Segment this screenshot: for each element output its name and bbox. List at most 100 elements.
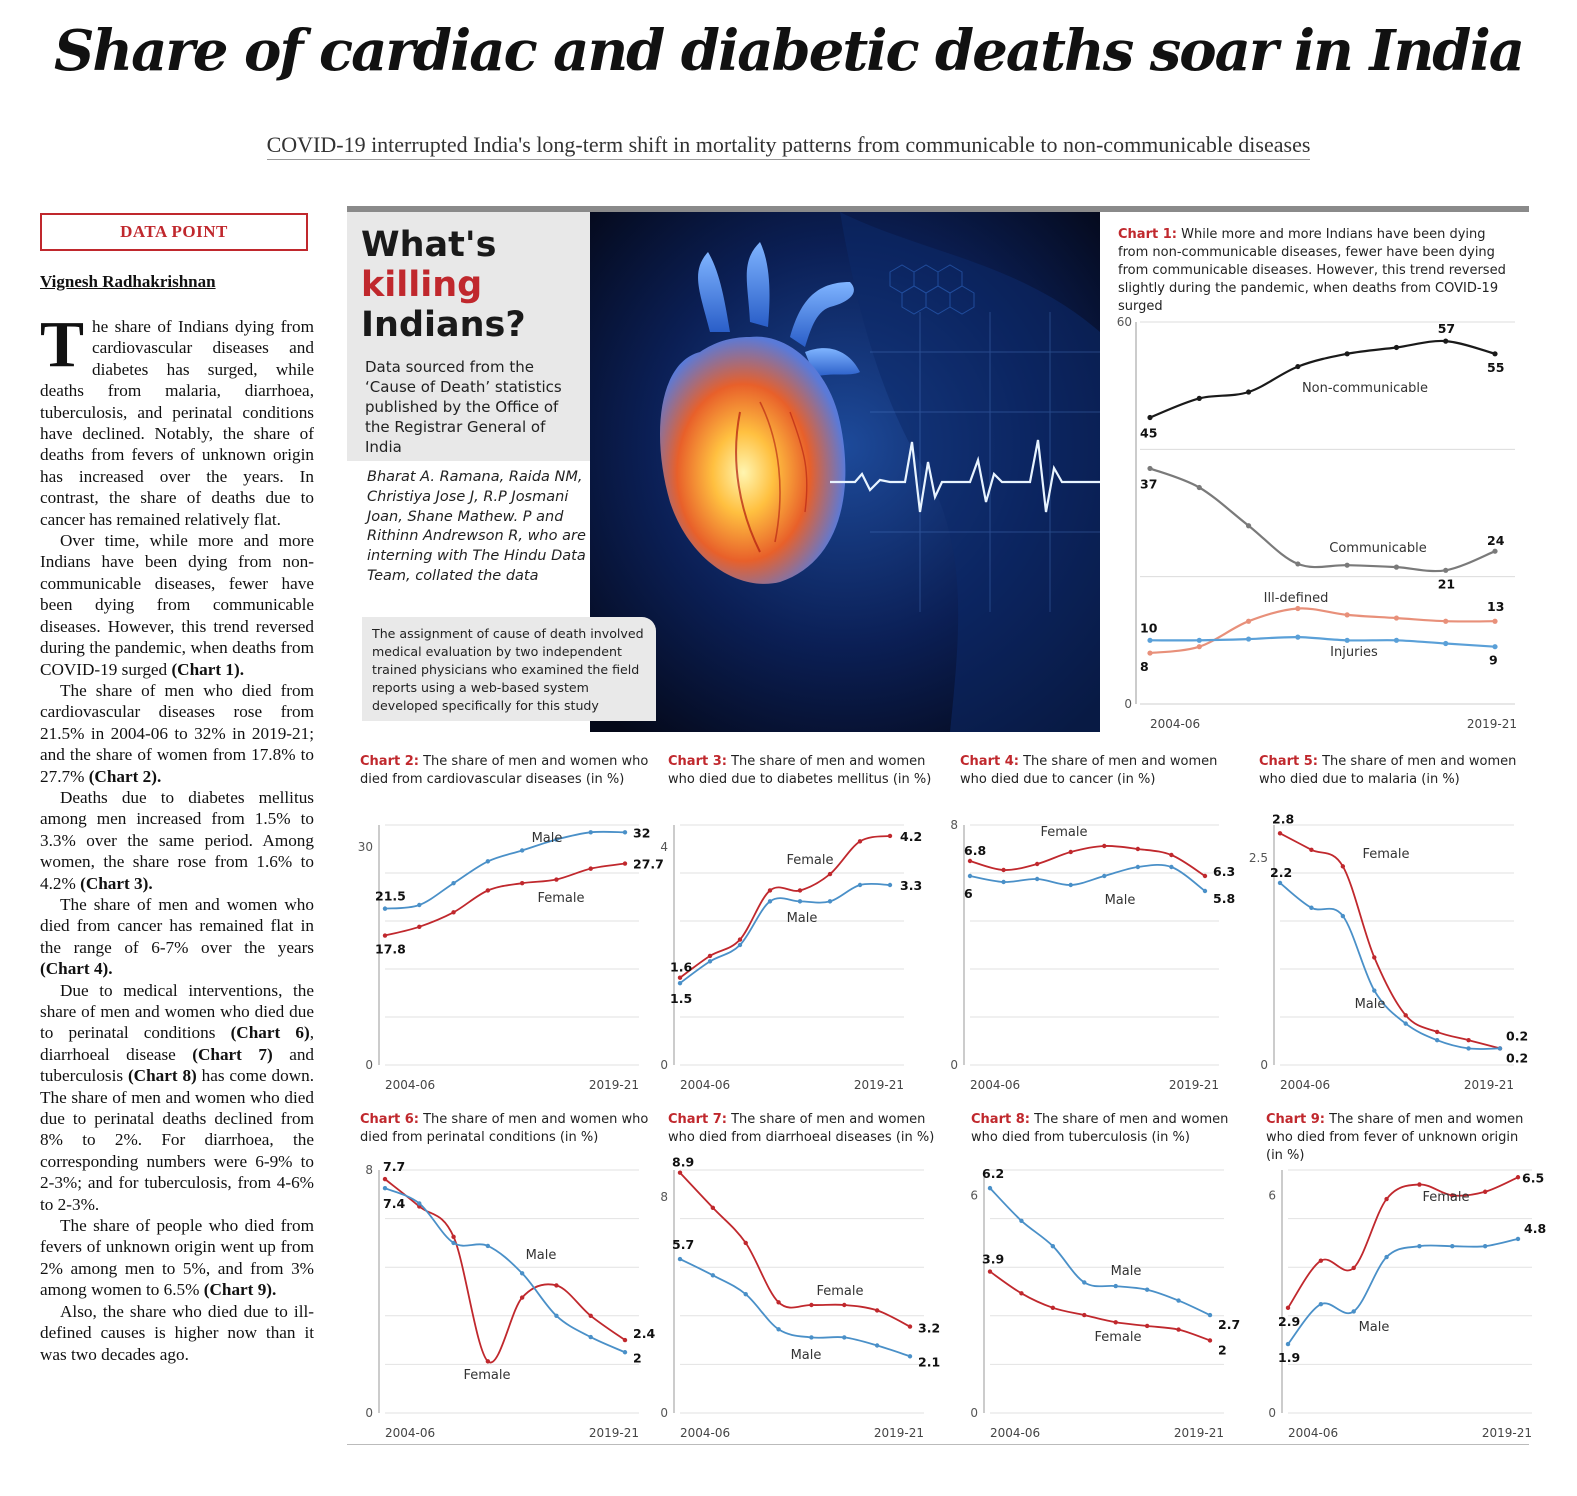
data-label: 4.2 (900, 829, 922, 844)
data-label: 2.2 (1270, 865, 1292, 880)
x-tick-label: 2019-21 (589, 1078, 639, 1092)
data-point (382, 1186, 388, 1191)
series-line-male (679, 882, 891, 984)
data-point (1113, 1283, 1118, 1289)
data-point (1340, 864, 1346, 869)
series-label: Female (463, 1368, 510, 1383)
data-point (1019, 1291, 1024, 1296)
data-point (1295, 561, 1301, 567)
x-tick-label: 2004-06 (680, 1426, 730, 1440)
y-tick-label: 0 (1124, 697, 1132, 711)
data-point (485, 1359, 491, 1364)
data-label: 2.8 (1272, 811, 1294, 826)
data-label: 17.8 (375, 942, 406, 957)
series-line-female (1287, 1176, 1519, 1309)
data-point (1176, 1327, 1181, 1332)
data-point (842, 1302, 847, 1308)
data-point (987, 1185, 993, 1191)
data-point (588, 1334, 593, 1340)
series-label: Female (816, 1284, 863, 1299)
series-label: Female (786, 853, 833, 868)
chart9: 0 6 2004-06 2019-21 Female 2.9 6.5 Male 1.9 4.8 (1268, 1169, 1546, 1440)
data-point (451, 1234, 456, 1240)
data-point (451, 880, 456, 886)
y-tick-label: 8 (365, 1163, 373, 1177)
data-point (1102, 873, 1107, 879)
data-point (1169, 864, 1174, 870)
data-point (1082, 1280, 1087, 1285)
data-point (1196, 637, 1202, 643)
data-point (1384, 1254, 1389, 1260)
data-point (1318, 1301, 1324, 1307)
series-label: Male (1105, 893, 1136, 908)
panel-title: What's killing Indians? (361, 225, 526, 345)
x-tick-label: 2004-06 (1280, 1078, 1330, 1092)
data-point (519, 1295, 525, 1300)
data-point (1277, 880, 1283, 886)
x-tick-label: 2019-21 (1464, 1078, 1514, 1092)
data-point (1147, 650, 1153, 656)
data-point (1417, 1243, 1422, 1249)
data-point (1277, 831, 1283, 836)
data-label: 1.6 (670, 960, 692, 975)
series-line (1149, 467, 1496, 573)
series-label: Male (526, 1248, 557, 1263)
y-tick-label: 0 (365, 1058, 373, 1072)
data-point (1450, 1193, 1455, 1198)
byline[interactable]: Vignesh Radhakrishnan (40, 272, 216, 291)
data-point (1207, 1338, 1213, 1343)
series-line-male (989, 1187, 1211, 1316)
data-point (1285, 1305, 1291, 1311)
data-point (842, 1335, 847, 1340)
data-point (1068, 849, 1073, 855)
series-label: Male (791, 1348, 822, 1363)
data-point (797, 899, 803, 904)
heart-illustration (590, 212, 1100, 732)
data-label: 27.7 (633, 857, 664, 872)
series-line-male (1287, 1238, 1519, 1345)
data-point-label: DATA POINT (40, 213, 308, 251)
data-point (417, 902, 422, 908)
data-point (1340, 913, 1346, 919)
data-point (707, 953, 713, 959)
y-tick-label: 0 (660, 1406, 668, 1420)
data-point (797, 888, 803, 893)
data-point (1034, 876, 1040, 882)
data-point (874, 1308, 880, 1313)
data-point (1515, 1175, 1521, 1180)
data-label: 2.9 (1278, 1314, 1300, 1329)
chart8: 0 6 2004-06 2019-21 Male 6.2 2.7 Female 3.9 2 (970, 1166, 1240, 1440)
data-point (1001, 879, 1006, 885)
data-point (519, 848, 525, 853)
data-point (1482, 1243, 1488, 1249)
data-point (1344, 612, 1350, 618)
data-point (710, 1205, 716, 1210)
x-tick-label: 2004-06 (385, 1426, 435, 1440)
data-label: 37 (1140, 476, 1157, 491)
data-label: 2 (1218, 1342, 1227, 1357)
series-line-female (969, 845, 1206, 877)
data-point (1082, 1312, 1087, 1318)
data-point (1202, 873, 1208, 879)
data-point (1393, 615, 1400, 621)
intro-panel-bg (347, 212, 590, 461)
data-point (588, 1313, 593, 1318)
series-line-male (384, 830, 626, 910)
x-tick-label: 2019-21 (854, 1078, 904, 1092)
data-point (1384, 1196, 1389, 1202)
data-point (1147, 414, 1153, 421)
methodology-note: The assignment of cause of death involve… (362, 617, 656, 721)
article-paragraph: The share of men who died from cardiovas… (40, 680, 314, 786)
x-tick-label: 2019-21 (1174, 1426, 1224, 1440)
data-point (417, 1201, 422, 1206)
data-point (1309, 847, 1314, 853)
data-point (1351, 1265, 1356, 1271)
data-label: 32 (633, 825, 650, 840)
data-point (554, 837, 559, 842)
data-point (776, 1327, 781, 1332)
series-label: Male (1111, 1264, 1142, 1279)
chart7: 0 8 2004-06 2019-21 Female 8.9 3.2 Male 5.7 2.1 (660, 1155, 940, 1440)
data-point (1344, 637, 1350, 643)
data-point (622, 830, 628, 835)
data-point (382, 933, 388, 938)
